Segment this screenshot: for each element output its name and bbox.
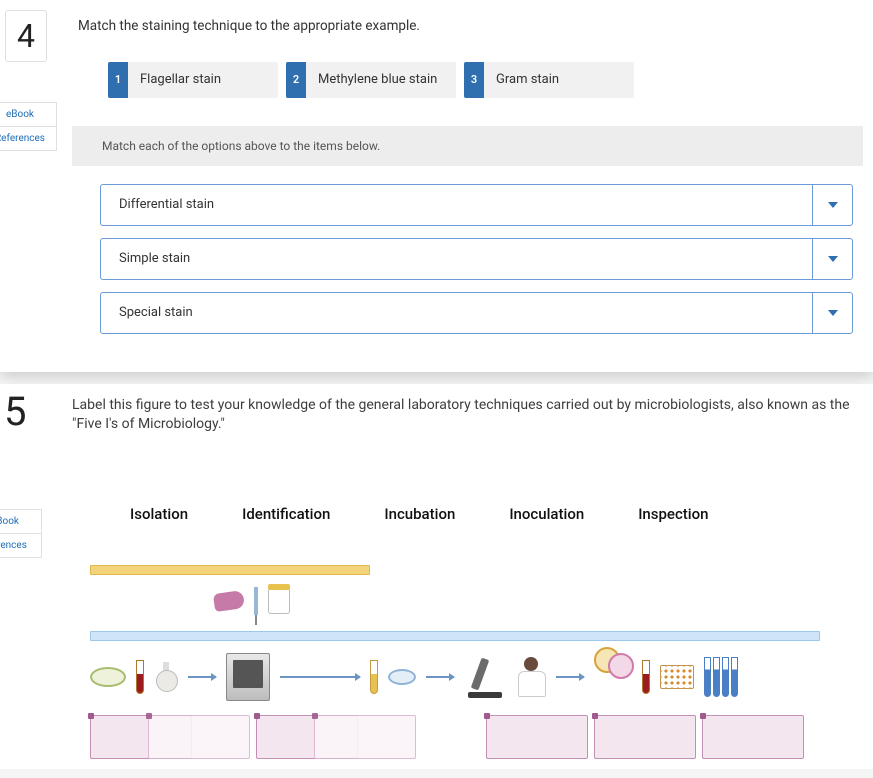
drop-row-special: Special stain — [100, 292, 853, 334]
test-tube-icon — [136, 660, 144, 694]
figure-area — [72, 565, 832, 759]
option-chip-2[interactable]: 2 Methylene blue stain — [286, 62, 456, 98]
option-label: Methylene blue stain — [306, 62, 456, 98]
drop-target[interactable] — [594, 715, 696, 759]
ebook-link[interactable]: eBook — [0, 509, 42, 533]
syringe-icon — [254, 587, 258, 615]
microscope-icon — [464, 656, 506, 698]
q4-side-links: eBook References — [0, 102, 57, 151]
figure-main-row — [90, 645, 832, 709]
figure-bar-blue — [90, 631, 820, 641]
test-tube-icon — [370, 660, 378, 694]
q5-left-column: 5 eBook eferences — [0, 384, 43, 558]
scientist-icon — [516, 657, 546, 697]
instruction-bar: Match each of the options above to the i… — [72, 126, 863, 166]
chevron-down-icon — [828, 202, 838, 208]
drop-label: Differential stain — [101, 185, 812, 225]
option-number: 1 — [108, 62, 128, 98]
drop-row-differential: Differential stain — [100, 184, 853, 226]
option-chip-3[interactable]: 3 Gram stain — [464, 62, 634, 98]
petri-dish-icon — [388, 669, 416, 685]
plates-icon — [594, 647, 632, 677]
q5-body: Label this figure to test your knowledge… — [72, 384, 873, 769]
term-inoculation[interactable]: Inoculation — [509, 505, 584, 523]
question-number: 5 — [0, 384, 43, 439]
q4-prompt: Match the staining technique to the appr… — [78, 18, 863, 34]
references-link[interactable]: eferences — [0, 533, 42, 558]
arrow-right-icon — [426, 676, 454, 678]
drop-targets-row — [90, 715, 832, 759]
drop-target[interactable] — [702, 715, 804, 759]
question-5-panel: 5 eBook eferences Label this figure to t… — [0, 384, 873, 769]
drop-target[interactable] — [486, 715, 588, 759]
incubator-icon — [226, 653, 270, 701]
dropdown-toggle[interactable] — [812, 293, 852, 333]
term-row: Isolation Identification Incubation Inoc… — [72, 505, 865, 523]
samples-row — [90, 581, 832, 621]
arrow-right-icon — [556, 676, 584, 678]
drop-target[interactable] — [314, 715, 416, 759]
term-isolation[interactable]: Isolation — [130, 505, 188, 523]
q4-left-column: 4 eBook References — [5, 0, 50, 151]
chevron-down-icon — [828, 256, 838, 262]
tube-rack-icon — [704, 657, 738, 697]
drop-target[interactable] — [148, 715, 250, 759]
term-incubation[interactable]: Incubation — [384, 505, 455, 523]
petri-dish-icon — [90, 667, 126, 687]
flask-icon — [154, 662, 178, 692]
arrow-right-icon — [188, 676, 216, 678]
test-tube-icon — [642, 660, 650, 694]
term-identification[interactable]: Identification — [242, 505, 330, 523]
q5-side-links: eBook eferences — [0, 509, 42, 558]
arrow-right-icon — [280, 676, 360, 678]
drop-list: Differential stain Simple stain Special … — [78, 166, 863, 334]
jar-icon — [268, 588, 290, 614]
question-4-panel: 4 eBook References Match the staining te… — [0, 0, 873, 372]
wellplate-icon — [660, 665, 694, 689]
q5-prompt: Label this figure to test your knowledge… — [72, 396, 865, 435]
dropdown-toggle[interactable] — [812, 185, 852, 225]
figure-bar-yellow — [90, 565, 370, 575]
option-label: Gram stain — [484, 62, 634, 98]
option-chip-1[interactable]: 1 Flagellar stain — [108, 62, 278, 98]
option-label: Flagellar stain — [128, 62, 278, 98]
dropdown-toggle[interactable] — [812, 239, 852, 279]
drop-label: Simple stain — [101, 239, 812, 279]
question-number: 4 — [5, 10, 47, 62]
option-number: 2 — [286, 62, 306, 98]
drop-row-simple: Simple stain — [100, 238, 853, 280]
term-inspection[interactable]: Inspection — [638, 505, 708, 523]
ebook-link[interactable]: eBook — [0, 102, 57, 126]
option-row: 1 Flagellar stain 2 Methylene blue stain… — [78, 62, 863, 98]
option-number: 3 — [464, 62, 484, 98]
chevron-down-icon — [828, 310, 838, 316]
swab-icon — [213, 590, 245, 612]
drop-label: Special stain — [101, 293, 812, 333]
q4-body: Match the staining technique to the appr… — [78, 0, 873, 372]
references-link[interactable]: References — [0, 126, 57, 151]
